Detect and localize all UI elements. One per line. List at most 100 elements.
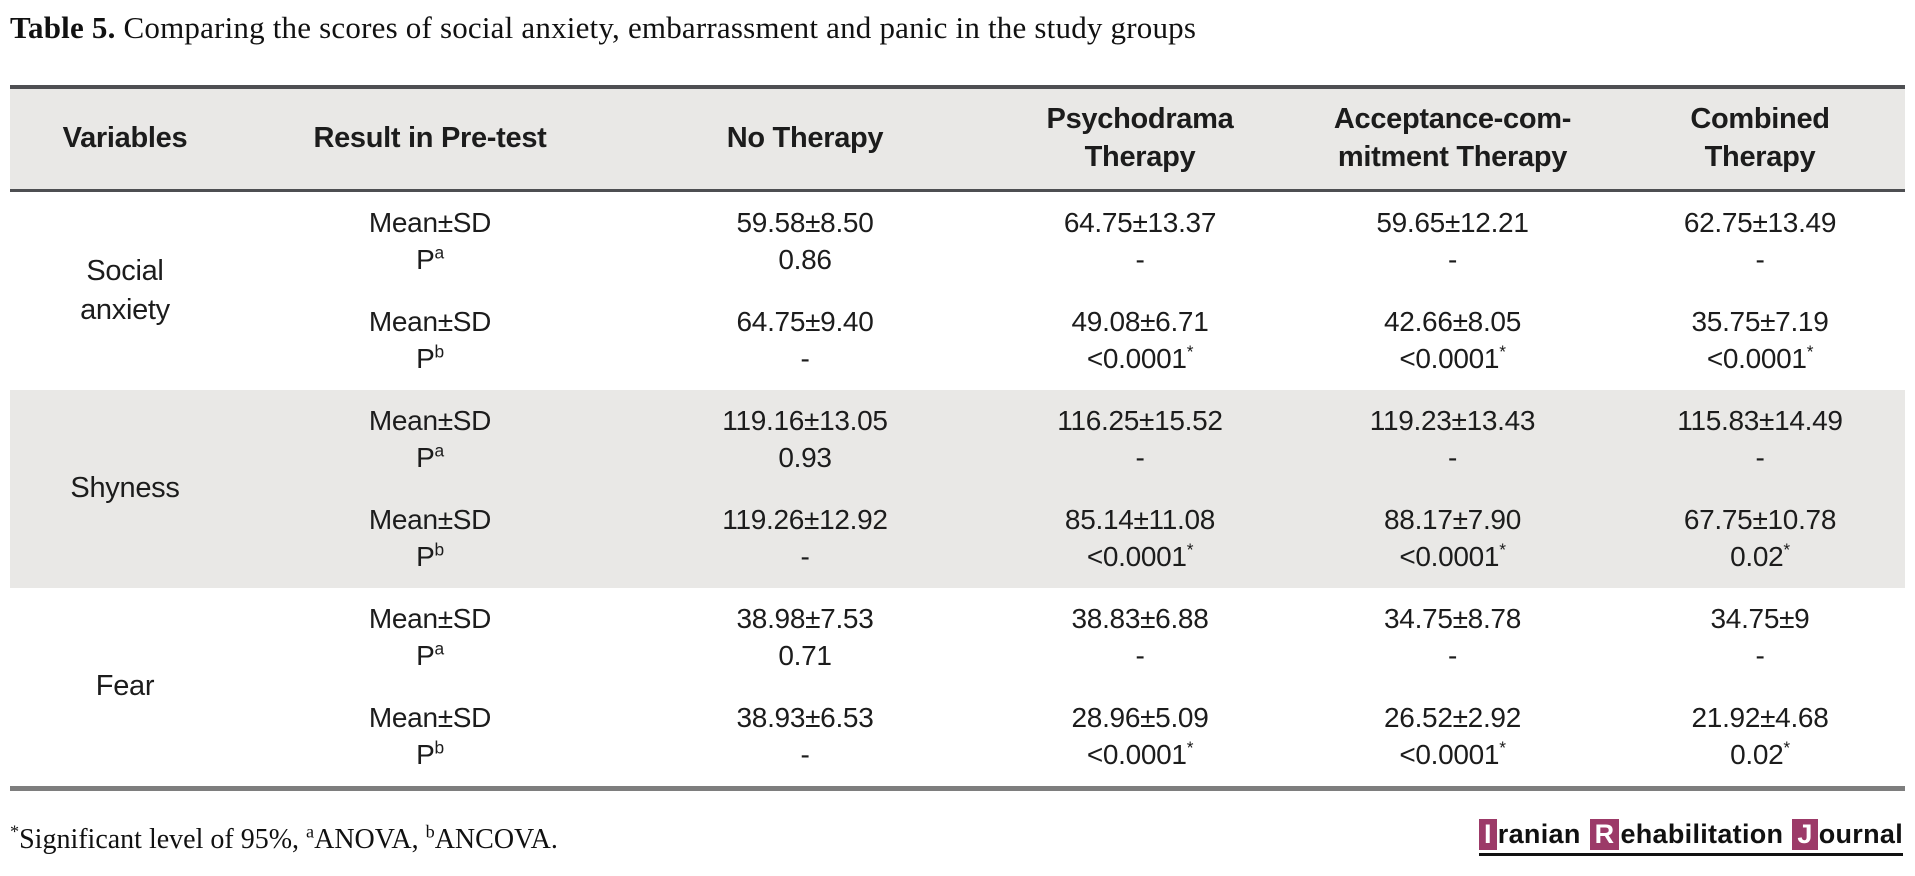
mean-sd-value: 28.96±5.09: [1071, 701, 1209, 733]
mean-sd-value: 116.25±15.52: [1057, 404, 1223, 436]
mean-sd-value: 34.75±8.78: [1384, 602, 1521, 634]
value-cell: 85.14±11.08 <0.0001*: [990, 489, 1290, 588]
mean-sd-value: 59.58±8.50: [736, 206, 874, 238]
mean-sd-value: 62.75±13.49: [1683, 206, 1837, 238]
p-value: 0.02*: [1730, 737, 1790, 770]
header-acceptance-commitment-therapy: Acceptance-com- mitment Therapy: [1333, 103, 1572, 173]
p-value: -: [1135, 442, 1145, 473]
group-shyness: Shyness Mean±SD Pa 119.16±13.05 0.93 116…: [10, 390, 1905, 588]
p-value: -: [1447, 244, 1458, 275]
value-cell: 38.98±7.53 0.71: [620, 588, 990, 687]
value-cell: 59.65±12.21 -: [1290, 192, 1615, 291]
measure-cell: Mean±SD Pa: [240, 390, 620, 489]
p-value: <0.0001*: [1399, 341, 1506, 374]
mean-sd-value: 67.75±10.78: [1683, 503, 1837, 535]
value-cell: 28.96±5.09 <0.0001*: [990, 687, 1290, 786]
table-row: Mean±SD Pb 38.93±6.53 - 28.96±5.09 <0.00…: [240, 687, 1905, 786]
table-title: Table 5. Comparing the scores of social …: [10, 10, 1196, 46]
value-cell: 21.92±4.68 0.02*: [1615, 687, 1905, 786]
measure-label: Mean±SD: [368, 503, 492, 535]
logo-initial-j: J: [1792, 819, 1818, 850]
variable-label: Social anxiety: [80, 254, 170, 326]
group-rows: Mean±SD Pa 59.58±8.50 0.86 64.75±13.37 -…: [240, 192, 1905, 390]
p-value: -: [1135, 640, 1145, 671]
value-cell: 26.52±2.92 <0.0001*: [1290, 687, 1615, 786]
p-label: Pb: [416, 539, 444, 572]
mean-sd-value: 26.52±2.92: [1384, 701, 1521, 733]
mean-sd-value: 88.17±7.90: [1384, 503, 1521, 535]
mean-sd-value: 85.14±11.08: [1064, 503, 1216, 535]
footnote-sup-a: a: [306, 821, 315, 842]
table-footer: *Significant level of 95%, aANOVA, bANCO…: [10, 818, 1903, 856]
logo-initial-i: I: [1478, 819, 1497, 850]
mean-sd-value: 59.65±12.21: [1376, 206, 1529, 238]
value-cell: 62.75±13.49 -: [1615, 192, 1905, 291]
mean-sd-value: 115.83±14.49: [1677, 404, 1843, 436]
header-variables: Variables: [62, 122, 188, 155]
value-cell: 42.66±8.05 <0.0001*: [1290, 291, 1615, 390]
data-table: Variables Result in Pre-test No Therapy …: [10, 85, 1905, 791]
value-cell: 64.75±9.40 -: [620, 291, 990, 390]
header-result-pretest: Result in Pre-test: [313, 122, 547, 155]
p-value: -: [1447, 640, 1458, 671]
value-cell: 34.75±8.78 -: [1290, 588, 1615, 687]
p-value: -: [1755, 442, 1765, 473]
group-social-anxiety: Social anxiety Mean±SD Pa 59.58±8.50 0.8…: [10, 192, 1905, 390]
measure-cell: Mean±SD Pa: [240, 192, 620, 291]
footnote-star: *: [10, 821, 20, 842]
p-value: -: [800, 739, 810, 770]
variable-label: Fear: [95, 670, 155, 703]
value-cell: 59.58±8.50 0.86: [620, 192, 990, 291]
p-label: Pb: [416, 341, 444, 374]
table-row: Mean±SD Pa 38.98±7.53 0.71 38.83±6.88 - …: [240, 588, 1905, 687]
p-value: 0.93: [778, 442, 832, 473]
p-value: <0.0001*: [1086, 539, 1194, 572]
header-combined-therapy: Combined Therapy: [1690, 103, 1830, 173]
p-value: -: [800, 541, 810, 572]
mean-sd-value: 38.98±7.53: [736, 602, 874, 634]
value-cell: 88.17±7.90 <0.0001*: [1290, 489, 1615, 588]
p-value: <0.0001*: [1086, 341, 1194, 374]
p-value: 0.71: [778, 640, 832, 671]
footnote-sup-b: b: [425, 821, 435, 842]
table-row: Mean±SD Pa 59.58±8.50 0.86 64.75±13.37 -…: [240, 192, 1905, 291]
value-cell: 119.23±13.43 -: [1290, 390, 1615, 489]
p-value: <0.0001*: [1086, 737, 1194, 770]
value-cell: 119.16±13.05 0.93: [620, 390, 990, 489]
mean-sd-value: 35.75±7.19: [1691, 305, 1829, 337]
mean-sd-value: 38.83±6.88: [1071, 602, 1209, 634]
p-value: -: [1447, 442, 1458, 473]
table-caption: Comparing the scores of social anxiety, …: [123, 10, 1197, 45]
mean-sd-value: 34.75±9: [1710, 602, 1810, 634]
measure-cell: Mean±SD Pa: [240, 588, 620, 687]
value-cell: 64.75±13.37 -: [990, 192, 1290, 291]
table-number: Table 5.: [10, 10, 116, 45]
p-label: Pa: [416, 242, 444, 275]
p-value: 0.86: [778, 244, 832, 275]
p-label: Pa: [416, 440, 444, 473]
group-rows: Mean±SD Pa 38.98±7.53 0.71 38.83±6.88 - …: [240, 588, 1905, 786]
table-row: Mean±SD Pa 119.16±13.05 0.93 116.25±15.5…: [240, 390, 1905, 489]
mean-sd-value: 64.75±9.40: [736, 305, 874, 337]
measure-label: Mean±SD: [368, 404, 492, 436]
header-psychodrama-therapy: Psychodrama Therapy: [1046, 103, 1234, 173]
mean-sd-value: 119.23±13.43: [1369, 404, 1536, 436]
p-label: Pb: [416, 737, 444, 770]
p-value: 0.02*: [1730, 539, 1790, 572]
measure-label: Mean±SD: [368, 305, 492, 337]
p-value: <0.0001*: [1399, 737, 1506, 770]
table-row: Mean±SD Pb 119.26±12.92 - 85.14±11.08 <0…: [240, 489, 1905, 588]
value-cell: 38.93±6.53 -: [620, 687, 990, 786]
measure-cell: Mean±SD Pb: [240, 489, 620, 588]
value-cell: 115.83±14.49 -: [1615, 390, 1905, 489]
value-cell: 34.75±9 -: [1615, 588, 1905, 687]
p-value: <0.0001*: [1399, 539, 1506, 572]
variable-label: Shyness: [70, 472, 180, 505]
value-cell: 119.26±12.92 -: [620, 489, 990, 588]
header-no-therapy: No Therapy: [726, 122, 884, 155]
mean-sd-value: 119.26±12.92: [722, 503, 888, 535]
